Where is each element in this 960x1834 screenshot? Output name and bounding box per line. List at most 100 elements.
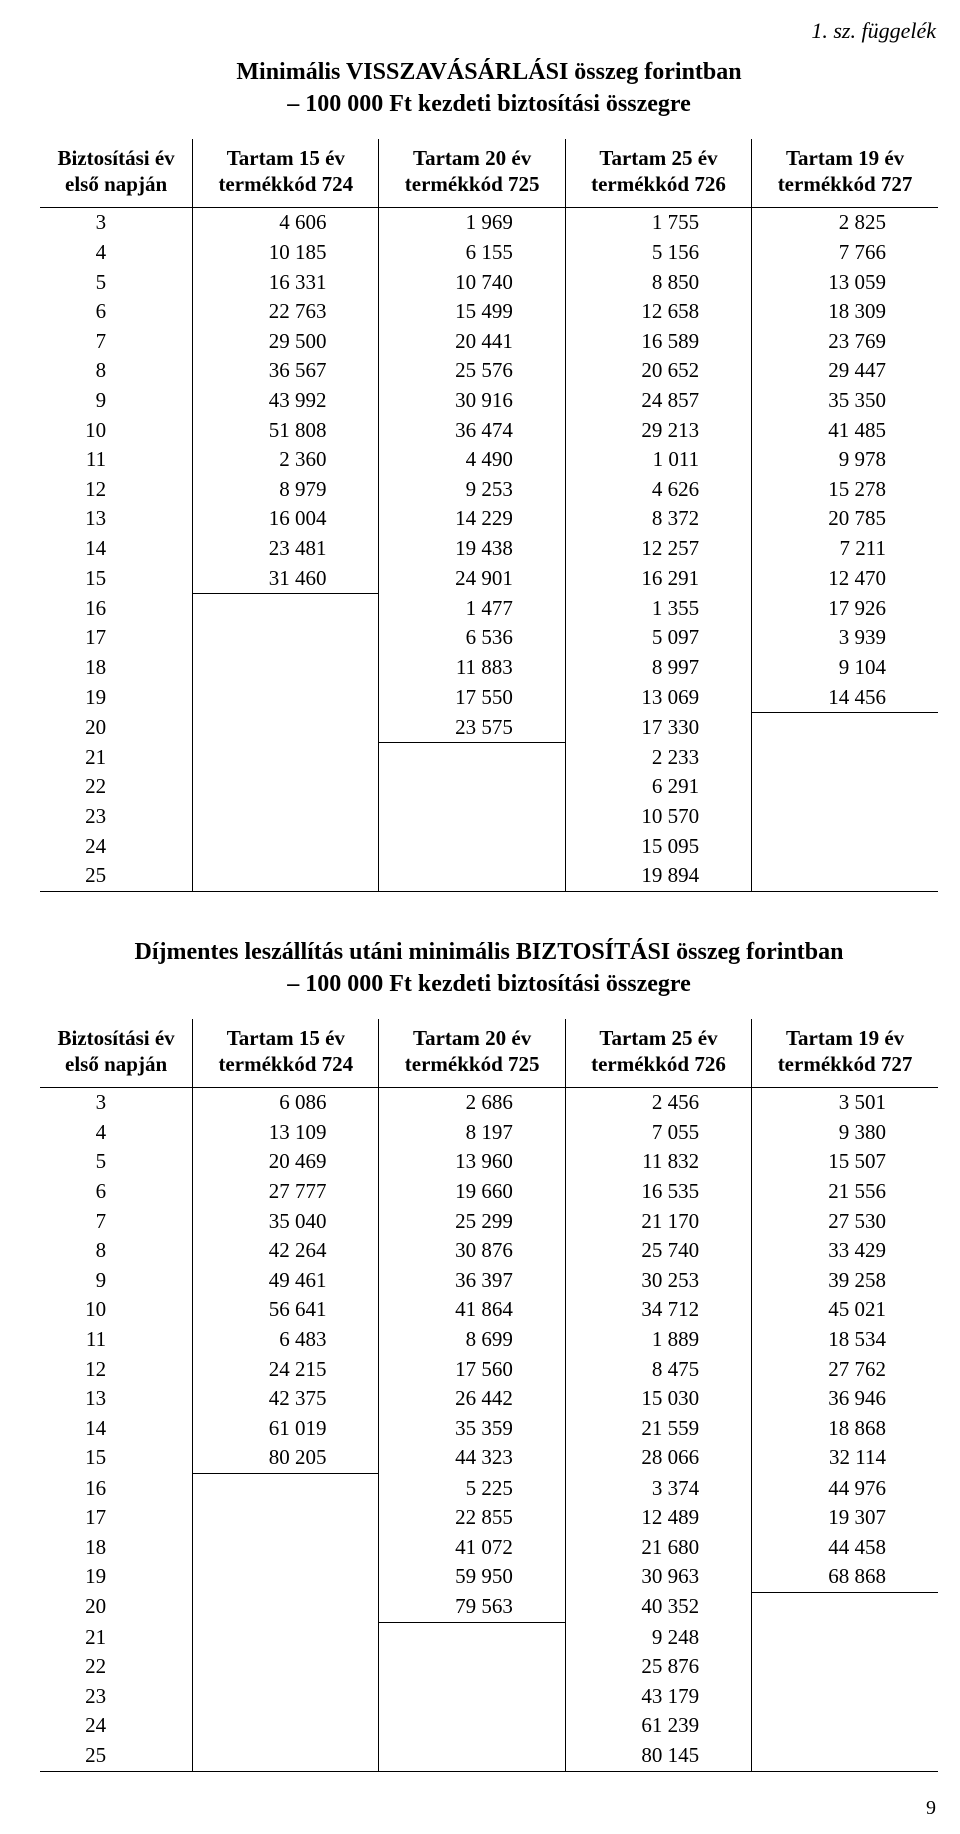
year-cell: 12 bbox=[40, 1355, 193, 1385]
table-row: 2580 145 bbox=[40, 1741, 938, 1771]
data-cell: 41 072 bbox=[379, 1533, 565, 1563]
table-row: 1722 85512 48919 307 bbox=[40, 1503, 938, 1533]
table-row: 34 6061 9691 7552 825 bbox=[40, 208, 938, 238]
data-cell: 5 225 bbox=[379, 1474, 565, 1504]
table-section-0: Minimális VISSZAVÁSÁRLÁSI összeg forintb… bbox=[40, 56, 938, 892]
data-cell bbox=[379, 743, 565, 773]
table-row: 2519 894 bbox=[40, 861, 938, 891]
data-cell: 16 291 bbox=[565, 564, 751, 594]
data-cell: 29 213 bbox=[565, 416, 751, 446]
data-cell: 23 575 bbox=[379, 713, 565, 743]
table-row: 1051 80836 47429 21341 485 bbox=[40, 416, 938, 446]
data-cell: 33 429 bbox=[752, 1236, 938, 1266]
column-header: Tartam 25 évtermékkód 726 bbox=[565, 139, 751, 208]
year-cell: 11 bbox=[40, 445, 193, 475]
data-cell: 6 086 bbox=[193, 1088, 379, 1118]
year-cell: 4 bbox=[40, 238, 193, 268]
table-row: 836 56725 57620 65229 447 bbox=[40, 356, 938, 386]
year-cell: 21 bbox=[40, 743, 193, 773]
data-cell bbox=[193, 1474, 379, 1504]
data-cell: 40 352 bbox=[565, 1592, 751, 1622]
data-cell: 30 963 bbox=[565, 1562, 751, 1592]
data-cell: 19 660 bbox=[379, 1177, 565, 1207]
data-cell: 6 536 bbox=[379, 623, 565, 653]
data-cell: 17 926 bbox=[752, 594, 938, 624]
data-cell: 13 960 bbox=[379, 1147, 565, 1177]
table-title-line1: Díjmentes leszállítás utáni minimális BI… bbox=[135, 939, 844, 965]
data-cell: 9 104 bbox=[752, 653, 938, 683]
page-number: 9 bbox=[926, 1797, 936, 1820]
data-cell bbox=[752, 832, 938, 862]
data-cell: 4 490 bbox=[379, 445, 565, 475]
data-cell: 16 589 bbox=[565, 327, 751, 357]
year-cell: 21 bbox=[40, 1623, 193, 1653]
table-title-line1: Minimális VISSZAVÁSÁRLÁSI összeg forintb… bbox=[236, 59, 741, 85]
table-row: 520 46913 96011 83215 507 bbox=[40, 1147, 938, 1177]
data-cell bbox=[193, 1741, 379, 1771]
data-cell: 32 114 bbox=[752, 1443, 938, 1473]
data-cell: 19 307 bbox=[752, 1503, 938, 1533]
data-cell: 20 652 bbox=[565, 356, 751, 386]
table-section-1: Díjmentes leszállítás utáni minimális BI… bbox=[40, 936, 938, 1772]
data-cell: 2 233 bbox=[565, 743, 751, 773]
data-cell: 5 156 bbox=[565, 238, 751, 268]
data-cell: 4 626 bbox=[565, 475, 751, 505]
column-header: Biztosítási évelső napján bbox=[40, 139, 193, 208]
table-row: 226 291 bbox=[40, 772, 938, 802]
year-cell: 18 bbox=[40, 1533, 193, 1563]
table-row: 2079 56340 352 bbox=[40, 1592, 938, 1622]
data-cell: 25 876 bbox=[565, 1652, 751, 1682]
data-cell: 18 534 bbox=[752, 1325, 938, 1355]
year-cell: 16 bbox=[40, 594, 193, 624]
data-cell: 28 066 bbox=[565, 1443, 751, 1473]
column-header: Tartam 19 évtermékkód 727 bbox=[752, 139, 938, 208]
data-cell: 15 095 bbox=[565, 832, 751, 862]
year-cell: 15 bbox=[40, 1443, 193, 1473]
year-cell: 3 bbox=[40, 1088, 193, 1118]
data-cell bbox=[193, 1533, 379, 1563]
data-cell: 36 474 bbox=[379, 416, 565, 446]
data-cell bbox=[193, 861, 379, 891]
data-cell: 2 825 bbox=[752, 208, 938, 238]
data-cell: 13 059 bbox=[752, 268, 938, 298]
data-cell: 23 481 bbox=[193, 534, 379, 564]
data-cell bbox=[193, 1711, 379, 1741]
data-cell bbox=[379, 1711, 565, 1741]
year-cell: 8 bbox=[40, 1236, 193, 1266]
table-row: 165 2253 37444 976 bbox=[40, 1474, 938, 1504]
year-cell: 16 bbox=[40, 1474, 193, 1504]
table-row: 112 3604 4901 0119 978 bbox=[40, 445, 938, 475]
data-cell bbox=[193, 832, 379, 862]
table-row: 2461 239 bbox=[40, 1711, 938, 1741]
data-cell: 22 763 bbox=[193, 297, 379, 327]
year-cell: 22 bbox=[40, 1652, 193, 1682]
data-cell: 6 155 bbox=[379, 238, 565, 268]
data-cell: 20 469 bbox=[193, 1147, 379, 1177]
table-row: 1531 46024 90116 29112 470 bbox=[40, 564, 938, 594]
data-cell: 24 215 bbox=[193, 1355, 379, 1385]
data-cell: 44 458 bbox=[752, 1533, 938, 1563]
data-cell: 13 069 bbox=[565, 683, 751, 713]
data-cell bbox=[193, 1652, 379, 1682]
data-cell: 11 832 bbox=[565, 1147, 751, 1177]
data-cell: 30 876 bbox=[379, 1236, 565, 1266]
data-cell bbox=[752, 1623, 938, 1653]
data-cell: 80 205 bbox=[193, 1443, 379, 1473]
table-row: 413 1098 1977 0559 380 bbox=[40, 1118, 938, 1148]
data-cell: 27 530 bbox=[752, 1207, 938, 1237]
year-cell: 24 bbox=[40, 832, 193, 862]
data-cell bbox=[193, 772, 379, 802]
data-cell bbox=[752, 1652, 938, 1682]
data-cell: 12 470 bbox=[752, 564, 938, 594]
data-cell bbox=[379, 1741, 565, 1771]
data-cell bbox=[379, 1652, 565, 1682]
data-cell bbox=[193, 683, 379, 713]
data-cell: 2 686 bbox=[379, 1088, 565, 1118]
data-cell: 9 248 bbox=[565, 1623, 751, 1653]
data-table: Biztosítási évelső napjánTartam 15 évter… bbox=[40, 1019, 938, 1772]
year-cell: 20 bbox=[40, 1592, 193, 1622]
data-cell bbox=[752, 743, 938, 773]
data-cell bbox=[193, 1592, 379, 1622]
year-cell: 13 bbox=[40, 1384, 193, 1414]
data-cell bbox=[193, 1562, 379, 1592]
